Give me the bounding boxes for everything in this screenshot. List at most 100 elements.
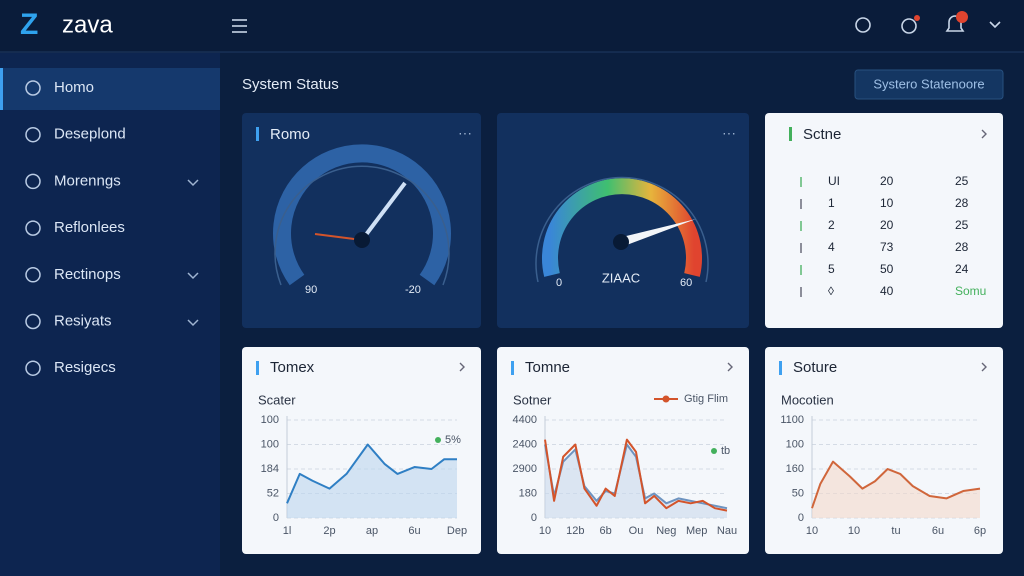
accent <box>511 361 514 375</box>
y-tick-label: 100 <box>261 438 279 450</box>
card-title: Sctne <box>803 126 841 143</box>
button-label: Systero Statenoore <box>873 76 984 91</box>
x-tick-label: tu <box>891 525 900 537</box>
gauge-label: ZIAAC <box>602 270 640 285</box>
x-tick-label: 6p <box>974 525 986 537</box>
gauge-label: 90 <box>305 284 317 296</box>
x-tick-label: 10 <box>848 525 860 537</box>
y-tick-label: 0 <box>273 512 279 524</box>
chart-title: Soture <box>793 359 837 376</box>
x-tick-label: 12b <box>566 525 584 537</box>
legend-label: 5% <box>445 434 461 446</box>
nav-icon <box>25 173 41 190</box>
table-cell: 25 <box>955 174 969 188</box>
table-cell: 50 <box>880 262 894 276</box>
nav-icon <box>25 126 41 143</box>
gauge-card <box>497 113 749 328</box>
active-item[interactable] <box>0 68 220 110</box>
gauge-label: -20 <box>405 284 421 296</box>
y-tick-label: 0 <box>798 512 804 524</box>
chevron[interactable] <box>981 129 987 139</box>
chart-subtitle: Scater <box>258 392 296 407</box>
sidebar-items: Homo Deseplond Morenngs Reflonlees Rectinops… <box>25 79 126 376</box>
table-cell: 25 <box>955 218 969 232</box>
y-tick-label: 2400 <box>513 438 537 450</box>
nav-label[interactable]: Homo <box>54 79 94 96</box>
gauge-rim <box>535 176 709 283</box>
x-tick-label: Dep <box>447 525 467 537</box>
bell-icon[interactable] <box>945 15 965 32</box>
more[interactable]: ··· <box>722 125 736 141</box>
accent <box>779 361 782 375</box>
table-cell: 1 <box>828 196 835 210</box>
chevrons <box>187 179 199 327</box>
table-cell: 73 <box>880 240 894 254</box>
table-cell: 4 <box>828 240 835 254</box>
x-tick-label: 10 <box>806 525 818 537</box>
line <box>544 443 728 510</box>
chevron <box>981 362 987 372</box>
area <box>287 444 457 518</box>
table-cell: 10 <box>880 196 894 210</box>
nav-label[interactable]: Rectinops <box>54 266 121 283</box>
legend-dot <box>711 448 717 454</box>
x-tick-label: Mep <box>686 525 707 537</box>
card-title: Romo <box>270 126 310 143</box>
chevron <box>727 362 733 372</box>
x-tick-label: 10 <box>539 525 551 537</box>
more[interactable]: ··· <box>458 125 472 141</box>
chart-subtitle: Mocotien <box>781 392 834 407</box>
settings-icon[interactable] <box>901 18 917 34</box>
nav-label[interactable]: Resiyats <box>54 312 112 329</box>
nav-label[interactable]: Morenngs <box>54 172 121 189</box>
line <box>286 443 457 504</box>
needle <box>360 181 407 242</box>
y-tick-label: 180 <box>519 487 537 499</box>
table-cell: 28 <box>955 196 969 210</box>
legend-dot <box>435 437 441 443</box>
brand: zava <box>62 11 113 38</box>
needle <box>618 219 696 246</box>
logo-mark: Z <box>20 8 38 41</box>
menu-icon[interactable] <box>232 19 247 33</box>
badge <box>956 11 968 23</box>
x-tick-label: 1l <box>283 525 292 537</box>
accent <box>256 361 259 375</box>
table-cell: UI <box>828 174 840 188</box>
active-marker <box>0 68 3 110</box>
search-icon[interactable] <box>855 17 871 33</box>
nav-label[interactable]: Resigecs <box>54 359 116 376</box>
table-cell: 5 <box>828 262 835 276</box>
nav-label[interactable]: Deseplond <box>54 126 126 143</box>
y-tick-label: 0 <box>531 512 537 524</box>
accent <box>789 127 792 141</box>
y-tick-label: 100 <box>786 438 804 450</box>
accent <box>256 127 259 141</box>
gauge-label: 60 <box>680 277 692 289</box>
nav-icon <box>25 360 41 376</box>
legend-swatch <box>662 395 670 403</box>
table-cell: 2 <box>828 218 835 232</box>
chart-title: Tomne <box>525 359 570 376</box>
x-tick-label: 2p <box>323 525 335 537</box>
nav-icon <box>25 267 41 283</box>
header <box>0 0 1024 52</box>
x-tick-label: ap <box>366 525 378 537</box>
y-tick-label: 160 <box>786 463 804 475</box>
chart-title: Tomex <box>270 359 315 376</box>
chart-subtitle: Sotner <box>513 392 552 407</box>
table-cell: 24 <box>955 262 969 276</box>
button[interactable] <box>854 69 1004 100</box>
x-tick-label: Neg <box>656 525 676 537</box>
page-title: System Status <box>242 76 339 93</box>
dropdown[interactable] <box>989 21 1001 29</box>
nav-icon <box>25 313 41 330</box>
gauge-label: 0 <box>556 277 562 289</box>
y-tick-label: 50 <box>792 487 804 499</box>
line <box>544 438 728 512</box>
nav-label[interactable]: Reflonlees <box>54 219 125 236</box>
y-tick-label: 52 <box>267 487 279 499</box>
x-tick-label: 6u <box>932 525 944 537</box>
